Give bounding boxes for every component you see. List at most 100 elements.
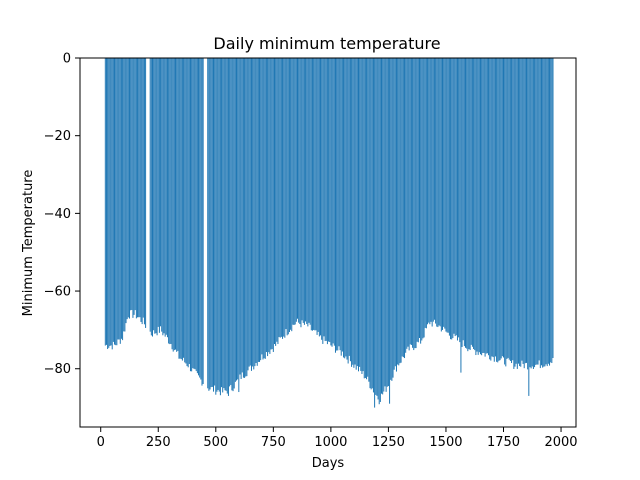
bar bbox=[229, 58, 231, 387]
bar bbox=[416, 58, 418, 342]
bar bbox=[232, 58, 234, 392]
bar bbox=[321, 58, 323, 340]
bar bbox=[287, 58, 289, 335]
bar bbox=[178, 58, 180, 359]
bar bbox=[446, 58, 448, 333]
bar bbox=[154, 58, 156, 334]
bar bbox=[299, 58, 301, 325]
bar bbox=[238, 58, 240, 393]
bar bbox=[249, 58, 251, 366]
bar bbox=[307, 58, 309, 327]
bar bbox=[384, 58, 386, 387]
bar bbox=[293, 58, 295, 326]
bar bbox=[294, 58, 296, 325]
bar bbox=[208, 58, 210, 391]
bar bbox=[369, 58, 371, 389]
bar bbox=[122, 58, 124, 341]
bar bbox=[313, 58, 315, 330]
bar bbox=[210, 58, 212, 388]
bar bbox=[460, 58, 462, 373]
bar bbox=[341, 58, 343, 352]
bar bbox=[543, 58, 545, 367]
x-axis-label: Days bbox=[312, 456, 345, 471]
bar bbox=[499, 58, 501, 361]
bar bbox=[223, 58, 225, 389]
bar bbox=[207, 58, 209, 389]
bar bbox=[363, 58, 365, 379]
bar bbox=[187, 58, 189, 368]
bar bbox=[436, 58, 438, 327]
bar bbox=[476, 58, 478, 352]
bar bbox=[407, 58, 409, 347]
bar bbox=[188, 58, 190, 365]
bar bbox=[275, 58, 277, 346]
bar bbox=[118, 58, 120, 340]
bar bbox=[276, 58, 278, 342]
bar bbox=[171, 58, 173, 350]
bar bbox=[291, 58, 293, 332]
bar bbox=[283, 58, 285, 337]
bar bbox=[399, 58, 401, 364]
x-axis: 0 250 500 750 1000 1250 1500 1750 2000 bbox=[97, 427, 578, 450]
bar bbox=[268, 58, 270, 353]
bar bbox=[452, 58, 454, 339]
bar bbox=[162, 58, 164, 336]
bar bbox=[152, 58, 153, 337]
bar bbox=[288, 58, 290, 333]
bar bbox=[273, 58, 275, 345]
bar bbox=[347, 58, 349, 364]
bar bbox=[202, 58, 204, 384]
bar bbox=[538, 58, 540, 361]
bar bbox=[378, 58, 380, 405]
bar bbox=[438, 58, 440, 326]
bar bbox=[454, 58, 456, 337]
bar bbox=[481, 58, 483, 356]
bar bbox=[242, 58, 244, 378]
bar bbox=[360, 58, 362, 371]
bar bbox=[165, 58, 167, 335]
bar bbox=[404, 58, 406, 359]
bar bbox=[367, 58, 369, 377]
bar bbox=[194, 58, 196, 370]
bar bbox=[349, 58, 351, 362]
bar bbox=[158, 58, 160, 333]
bar bbox=[462, 58, 464, 341]
bar bbox=[104, 58, 106, 346]
bar bbox=[371, 58, 373, 389]
bar bbox=[513, 58, 515, 369]
bar bbox=[227, 58, 229, 396]
bar bbox=[256, 58, 258, 366]
bar bbox=[107, 58, 109, 350]
bar bbox=[328, 58, 330, 342]
bar bbox=[524, 58, 526, 364]
bar bbox=[234, 58, 236, 382]
bar bbox=[482, 58, 484, 353]
bar bbox=[156, 58, 158, 336]
bar bbox=[141, 58, 143, 325]
bar bbox=[475, 58, 477, 356]
bar bbox=[300, 58, 302, 328]
bar bbox=[405, 58, 407, 353]
bar bbox=[140, 58, 142, 322]
bar bbox=[444, 58, 446, 329]
bar bbox=[323, 58, 325, 337]
bar bbox=[514, 58, 516, 367]
bar bbox=[355, 58, 357, 370]
bar bbox=[520, 58, 522, 367]
bar bbox=[500, 58, 502, 359]
bar bbox=[400, 58, 402, 363]
bar bbox=[353, 58, 355, 368]
bar bbox=[370, 58, 372, 390]
bar bbox=[114, 58, 116, 345]
bar bbox=[262, 58, 264, 360]
bar bbox=[415, 58, 417, 349]
bar bbox=[302, 58, 304, 323]
bar bbox=[250, 58, 252, 371]
bar bbox=[245, 58, 247, 377]
bar bbox=[150, 58, 152, 336]
bar bbox=[177, 58, 179, 351]
bar bbox=[170, 58, 172, 344]
bar bbox=[246, 58, 248, 377]
bar bbox=[511, 58, 513, 364]
bar bbox=[458, 58, 460, 338]
